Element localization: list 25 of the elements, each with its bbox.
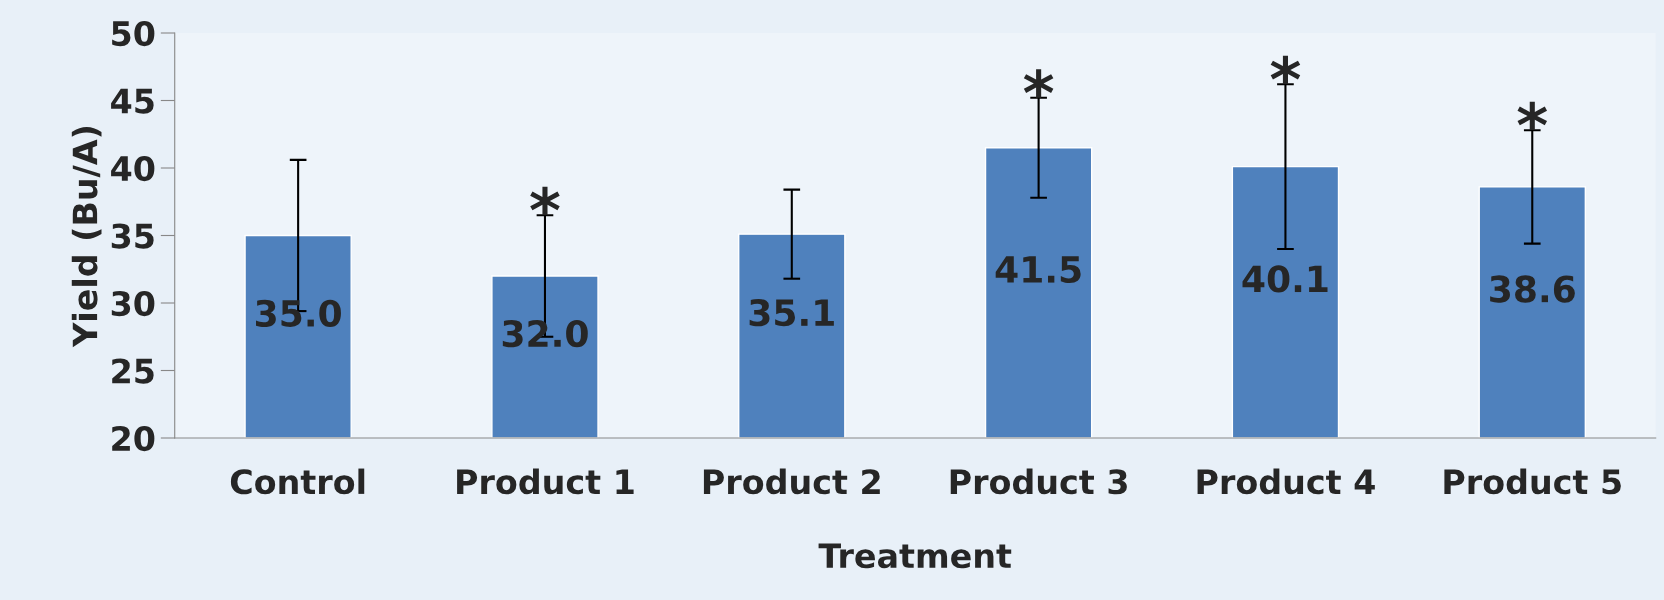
x-tick-label: Product 4 <box>1197 468 1375 495</box>
annotation: * <box>530 186 560 216</box>
data-label: 40.1 <box>1242 265 1328 293</box>
x-tick-label: Product 2 <box>703 468 880 495</box>
data-label: 38.6 <box>1490 275 1575 303</box>
annotation: * <box>1270 55 1301 85</box>
data-label: 35.0 <box>256 299 341 327</box>
x-axis-title: Treatment <box>818 543 1012 569</box>
y-axis-title: Yield (Bu/A) <box>71 127 102 348</box>
y-tick-label: 40 <box>111 155 155 182</box>
annotation: * <box>1023 69 1054 98</box>
y-tick-label: 20 <box>112 425 155 452</box>
x-tick-label: Product 5 <box>1444 468 1621 495</box>
y-tick-label: 35 <box>111 223 154 249</box>
data-label: 41.5 <box>995 256 1081 284</box>
y-tick-label: 25 <box>112 358 154 384</box>
data-label: 32.0 <box>502 319 588 348</box>
x-tick-label: Product 1 <box>457 468 634 495</box>
annotation: * <box>1517 101 1548 131</box>
x-tick-label: Control <box>230 468 365 495</box>
y-tick-label: 50 <box>112 20 155 47</box>
data-label: 35.1 <box>749 298 834 327</box>
y-tick-label: 30 <box>111 290 155 317</box>
x-tick-label: Product 3 <box>950 468 1127 495</box>
y-tick-label: 45 <box>111 88 154 114</box>
